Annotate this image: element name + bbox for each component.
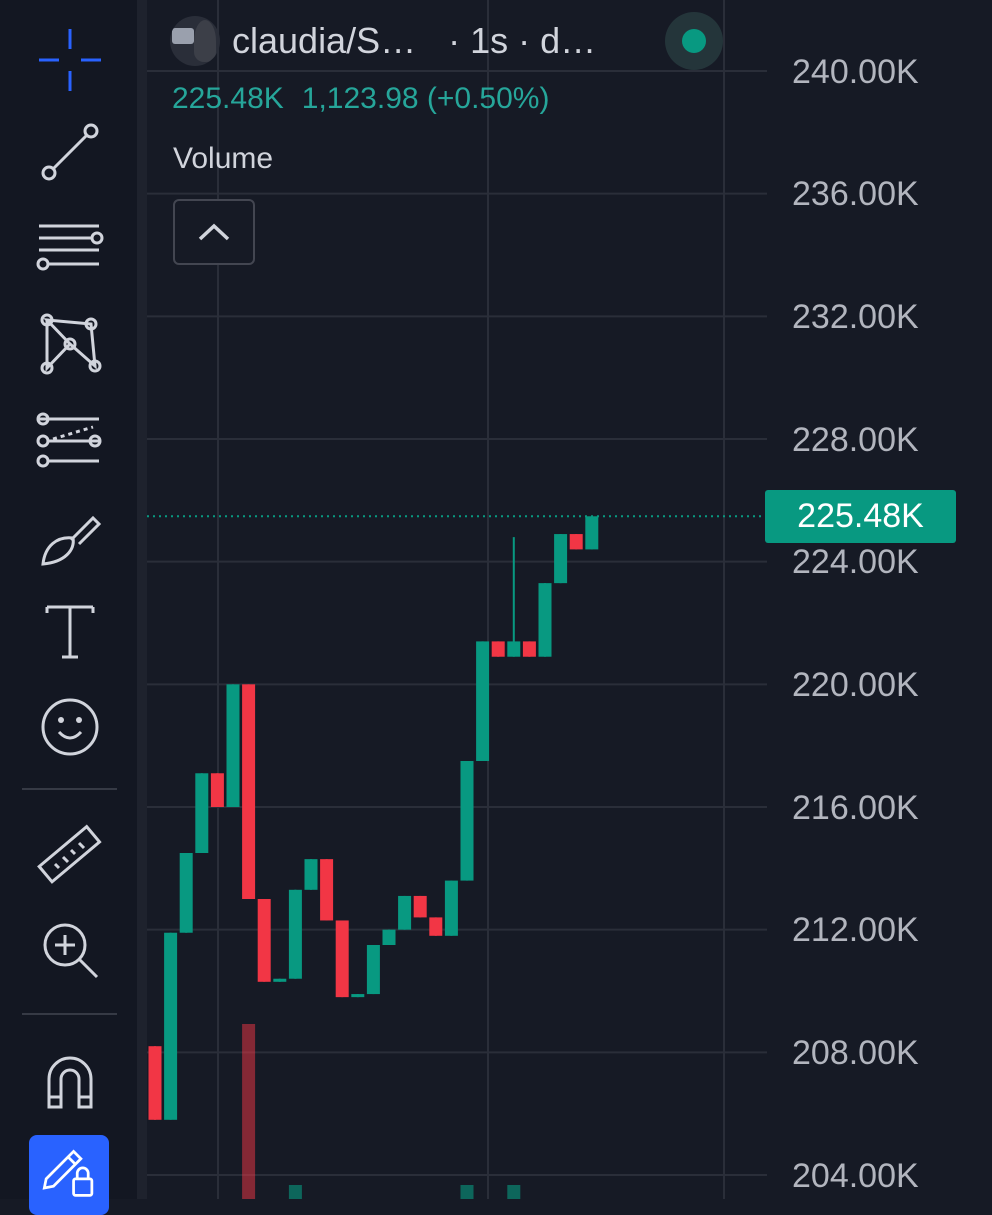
chart-legend[interactable]: claudia/S… · 1s · d… — [170, 14, 596, 68]
candle-body — [522, 641, 536, 657]
avatar — [170, 16, 220, 66]
candle-body — [382, 929, 396, 945]
market-status-badge[interactable] — [665, 12, 723, 70]
last-price-label[interactable]: 225.48K — [765, 490, 956, 543]
candle-body — [429, 917, 443, 936]
emoji-icon[interactable] — [28, 685, 112, 769]
price-axis-label: 220.00K — [792, 666, 919, 704]
candle-body — [398, 895, 412, 930]
price-axis-label: 208.00K — [792, 1034, 919, 1072]
last-value: 225.48K — [172, 82, 284, 115]
collapse-indicators-button[interactable] — [173, 199, 255, 265]
candle-body — [460, 761, 474, 881]
volume-bar — [242, 1024, 256, 1199]
candle-body — [491, 641, 505, 657]
lock-drawing-icon — [42, 1149, 94, 1197]
candle-body — [320, 859, 334, 921]
volume-bar — [288, 1185, 302, 1199]
candle-body — [226, 684, 240, 807]
candle-body — [585, 516, 599, 550]
trend-line-icon[interactable] — [28, 110, 112, 194]
forecast-icon[interactable] — [28, 398, 112, 482]
xabcd-pattern-icon[interactable] — [28, 303, 112, 387]
toolbar-divider — [22, 788, 117, 790]
crosshair-icon[interactable] — [28, 18, 112, 102]
text-icon[interactable] — [28, 590, 112, 674]
toolbar-divider — [22, 1013, 117, 1015]
price-axis-label: 236.00K — [792, 175, 919, 213]
candle-body — [444, 880, 458, 936]
price-axis-label: 224.00K — [792, 543, 919, 581]
candle-body — [148, 1046, 162, 1120]
candle-body — [242, 684, 256, 899]
candle-body — [257, 899, 271, 982]
price-axis-label: 216.00K — [792, 789, 919, 827]
candle-body — [179, 853, 193, 933]
drawing-toolbar — [0, 0, 137, 1215]
candle-body — [164, 932, 178, 1120]
candle-body — [335, 920, 349, 998]
candle-body — [210, 773, 224, 807]
price-axis-label: 212.00K — [792, 911, 919, 949]
candle-body — [366, 945, 380, 995]
candle-body — [569, 534, 583, 550]
price-axis-label: 232.00K — [792, 298, 919, 336]
symbol-name[interactable]: claudia/S… — [232, 20, 417, 61]
volume-bar — [507, 1185, 521, 1199]
price-change: 1,123.98 (+0.50%) — [301, 82, 550, 115]
price-axis-label: 240.00K — [792, 53, 919, 91]
candle-body — [195, 773, 209, 853]
toolbar-border — [137, 0, 147, 1199]
zoom-in-icon[interactable] — [28, 908, 112, 992]
candle-body — [554, 534, 568, 584]
volume-indicator-label[interactable]: Volume — [173, 142, 274, 175]
candle-body — [288, 889, 302, 979]
brush-icon[interactable] — [28, 495, 112, 579]
candle-body — [413, 895, 427, 918]
symbol-interval[interactable]: · 1s · d… — [448, 20, 597, 61]
magnet-icon[interactable] — [28, 1040, 112, 1124]
ohlc-values: 225.48K 1,123.98 (+0.50%) — [172, 82, 549, 116]
candle-body — [273, 978, 287, 982]
chevron-up-icon — [198, 223, 230, 241]
candle-body — [476, 641, 490, 761]
lock-drawing-button[interactable] — [29, 1135, 109, 1215]
candle-body — [507, 641, 521, 657]
price-axis-label: 228.00K — [792, 421, 919, 459]
fib-retracement-icon[interactable] — [28, 207, 112, 291]
market-open-dot-icon — [682, 29, 706, 53]
candle-body — [538, 583, 552, 657]
ruler-icon[interactable] — [28, 813, 112, 897]
volume-bar — [460, 1185, 474, 1199]
price-axis-label: 204.00K — [792, 1157, 919, 1195]
candle-body — [304, 859, 318, 890]
candle-body — [351, 994, 365, 998]
